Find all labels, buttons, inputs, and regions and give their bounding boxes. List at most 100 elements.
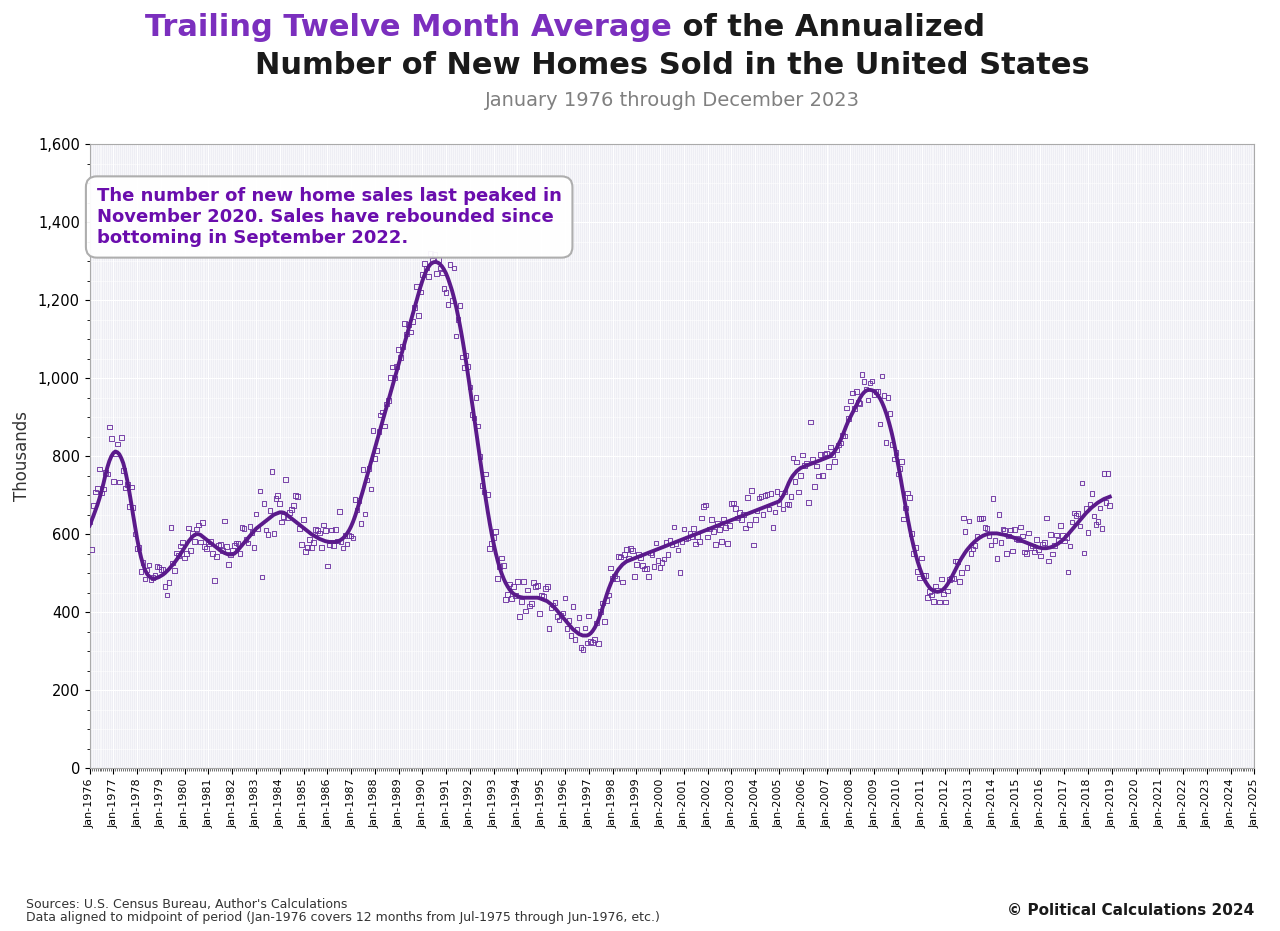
Point — [243, 540, 264, 555]
Point — [397, 327, 417, 342]
Point — [111, 430, 132, 445]
Point — [492, 550, 512, 565]
Point — [296, 544, 316, 559]
Point — [541, 600, 562, 615]
Point — [943, 571, 964, 586]
Point — [568, 610, 589, 625]
Point — [896, 501, 916, 516]
Point — [1016, 546, 1037, 561]
Point — [984, 533, 1005, 548]
Point — [202, 546, 223, 561]
Point — [658, 547, 678, 562]
Point — [676, 532, 696, 546]
Point — [93, 481, 114, 496]
Point — [749, 491, 769, 506]
Point — [1059, 565, 1079, 580]
Point — [992, 521, 1012, 536]
Point — [234, 521, 255, 536]
Point — [973, 511, 993, 526]
Point — [640, 546, 660, 560]
Point — [655, 535, 676, 550]
Point — [914, 568, 934, 583]
Point — [120, 479, 141, 494]
Point — [1085, 518, 1106, 533]
Point — [933, 587, 954, 601]
Point — [876, 435, 896, 450]
Point — [900, 491, 920, 506]
Point — [394, 317, 415, 331]
Point — [393, 340, 413, 355]
Point — [919, 585, 940, 600]
Point — [387, 359, 407, 374]
Point — [626, 558, 646, 573]
Point — [586, 615, 607, 630]
Point — [684, 521, 704, 536]
Point — [865, 385, 886, 399]
Point — [305, 522, 325, 537]
Point — [545, 595, 566, 610]
Point — [525, 579, 545, 594]
Point — [826, 442, 846, 457]
Point — [948, 573, 969, 588]
Point — [108, 437, 128, 452]
Point — [712, 533, 732, 548]
Point — [923, 594, 943, 609]
Point — [369, 425, 389, 439]
Point — [979, 528, 1000, 543]
Point — [860, 375, 881, 390]
Point — [470, 449, 490, 464]
Point — [607, 572, 627, 587]
Point — [941, 571, 961, 586]
Point — [159, 575, 179, 590]
Point — [594, 614, 614, 629]
Point — [553, 605, 573, 620]
Point — [709, 522, 730, 537]
Point — [498, 587, 518, 601]
Point — [1078, 525, 1098, 540]
Point — [232, 519, 252, 534]
Point — [831, 436, 851, 451]
Point — [115, 480, 136, 495]
Point — [719, 518, 740, 533]
Point — [137, 562, 157, 577]
Point — [314, 518, 334, 533]
Point — [462, 407, 483, 422]
Point — [1053, 533, 1074, 548]
Point — [99, 420, 119, 435]
Point — [637, 569, 658, 584]
Point — [456, 348, 476, 363]
Point — [1066, 508, 1087, 523]
Point — [769, 496, 790, 511]
Point — [590, 604, 611, 619]
Point — [283, 498, 303, 513]
Point — [1093, 466, 1114, 481]
Point — [521, 596, 541, 611]
Point — [1034, 535, 1055, 550]
Point — [1002, 544, 1023, 559]
Point — [335, 528, 356, 543]
Point — [503, 579, 524, 594]
Text: Data aligned to midpoint of period (Jan-1976 covers 12 months from Jul-1975 thro: Data aligned to midpoint of period (Jan-… — [26, 911, 659, 924]
Point — [748, 504, 768, 519]
Point — [109, 475, 129, 490]
Point — [589, 636, 609, 651]
Point — [404, 300, 425, 315]
Point — [133, 555, 154, 570]
Point — [621, 541, 641, 556]
Point — [141, 572, 161, 587]
Point — [257, 527, 278, 542]
Point — [622, 543, 643, 558]
Point — [452, 349, 472, 364]
Point — [1005, 522, 1025, 537]
Point — [1012, 529, 1033, 544]
Point — [730, 506, 750, 520]
Point — [987, 551, 1007, 566]
Point — [1075, 501, 1096, 516]
Point — [850, 397, 870, 412]
Point — [893, 512, 914, 527]
Point — [1089, 501, 1110, 516]
Point — [408, 308, 429, 323]
Point — [419, 269, 439, 284]
Point — [611, 549, 631, 564]
Point — [343, 531, 364, 546]
